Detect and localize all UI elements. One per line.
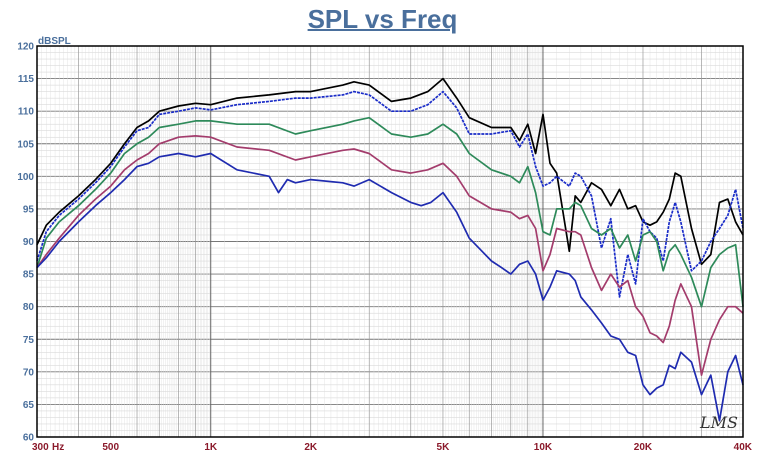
chart-title: SPL vs Freq [307, 4, 458, 34]
x-tick-label: 500 [102, 442, 119, 453]
series-line-5 [36, 152, 744, 422]
series-line-4 [36, 135, 744, 376]
y-axis-unit-label: dBSPL [38, 36, 71, 47]
x-tick-labels: 300 500 1K 2K 5K 10K 20K 40K Hz [32, 442, 753, 453]
x-tick-label: 5K [437, 442, 451, 453]
y-tick-label: 75 [23, 335, 35, 346]
y-tick-label: 105 [17, 139, 34, 150]
y-tick-label: 100 [17, 172, 34, 183]
y-tick-label: 60 [23, 433, 35, 444]
series-line-2 [36, 90, 744, 298]
x-tick-label: 1K [204, 442, 218, 453]
series-line-3 [36, 116, 744, 308]
plot-frame [36, 45, 744, 438]
y-tick-label: 80 [23, 302, 35, 313]
y-tick-label: 65 [23, 400, 35, 411]
y-tick-labels: 60 65 70 75 80 85 90 95 100 105 110 115 120 [17, 42, 34, 444]
y-tick-label: 120 [17, 42, 34, 53]
x-tick-label: 300 [32, 442, 49, 453]
y-tick-label: 115 [18, 74, 35, 85]
y-tick-label: 90 [23, 237, 35, 248]
y-tick-label: 110 [18, 107, 35, 118]
x-tick-label: 40K [734, 442, 753, 453]
x-tick-label: 20K [634, 442, 653, 453]
y-tick-label: 85 [23, 270, 35, 281]
series-line-1 [36, 77, 744, 266]
x-tick-label: 2K [304, 442, 318, 453]
y-tick-label: 95 [23, 204, 35, 215]
x-tick-label: 10K [534, 442, 553, 453]
series-lines [36, 77, 744, 422]
grid [36, 45, 744, 438]
watermark-logo: LMS [699, 413, 738, 432]
x-unit-label: Hz [52, 442, 64, 453]
y-tick-label: 70 [23, 367, 35, 378]
